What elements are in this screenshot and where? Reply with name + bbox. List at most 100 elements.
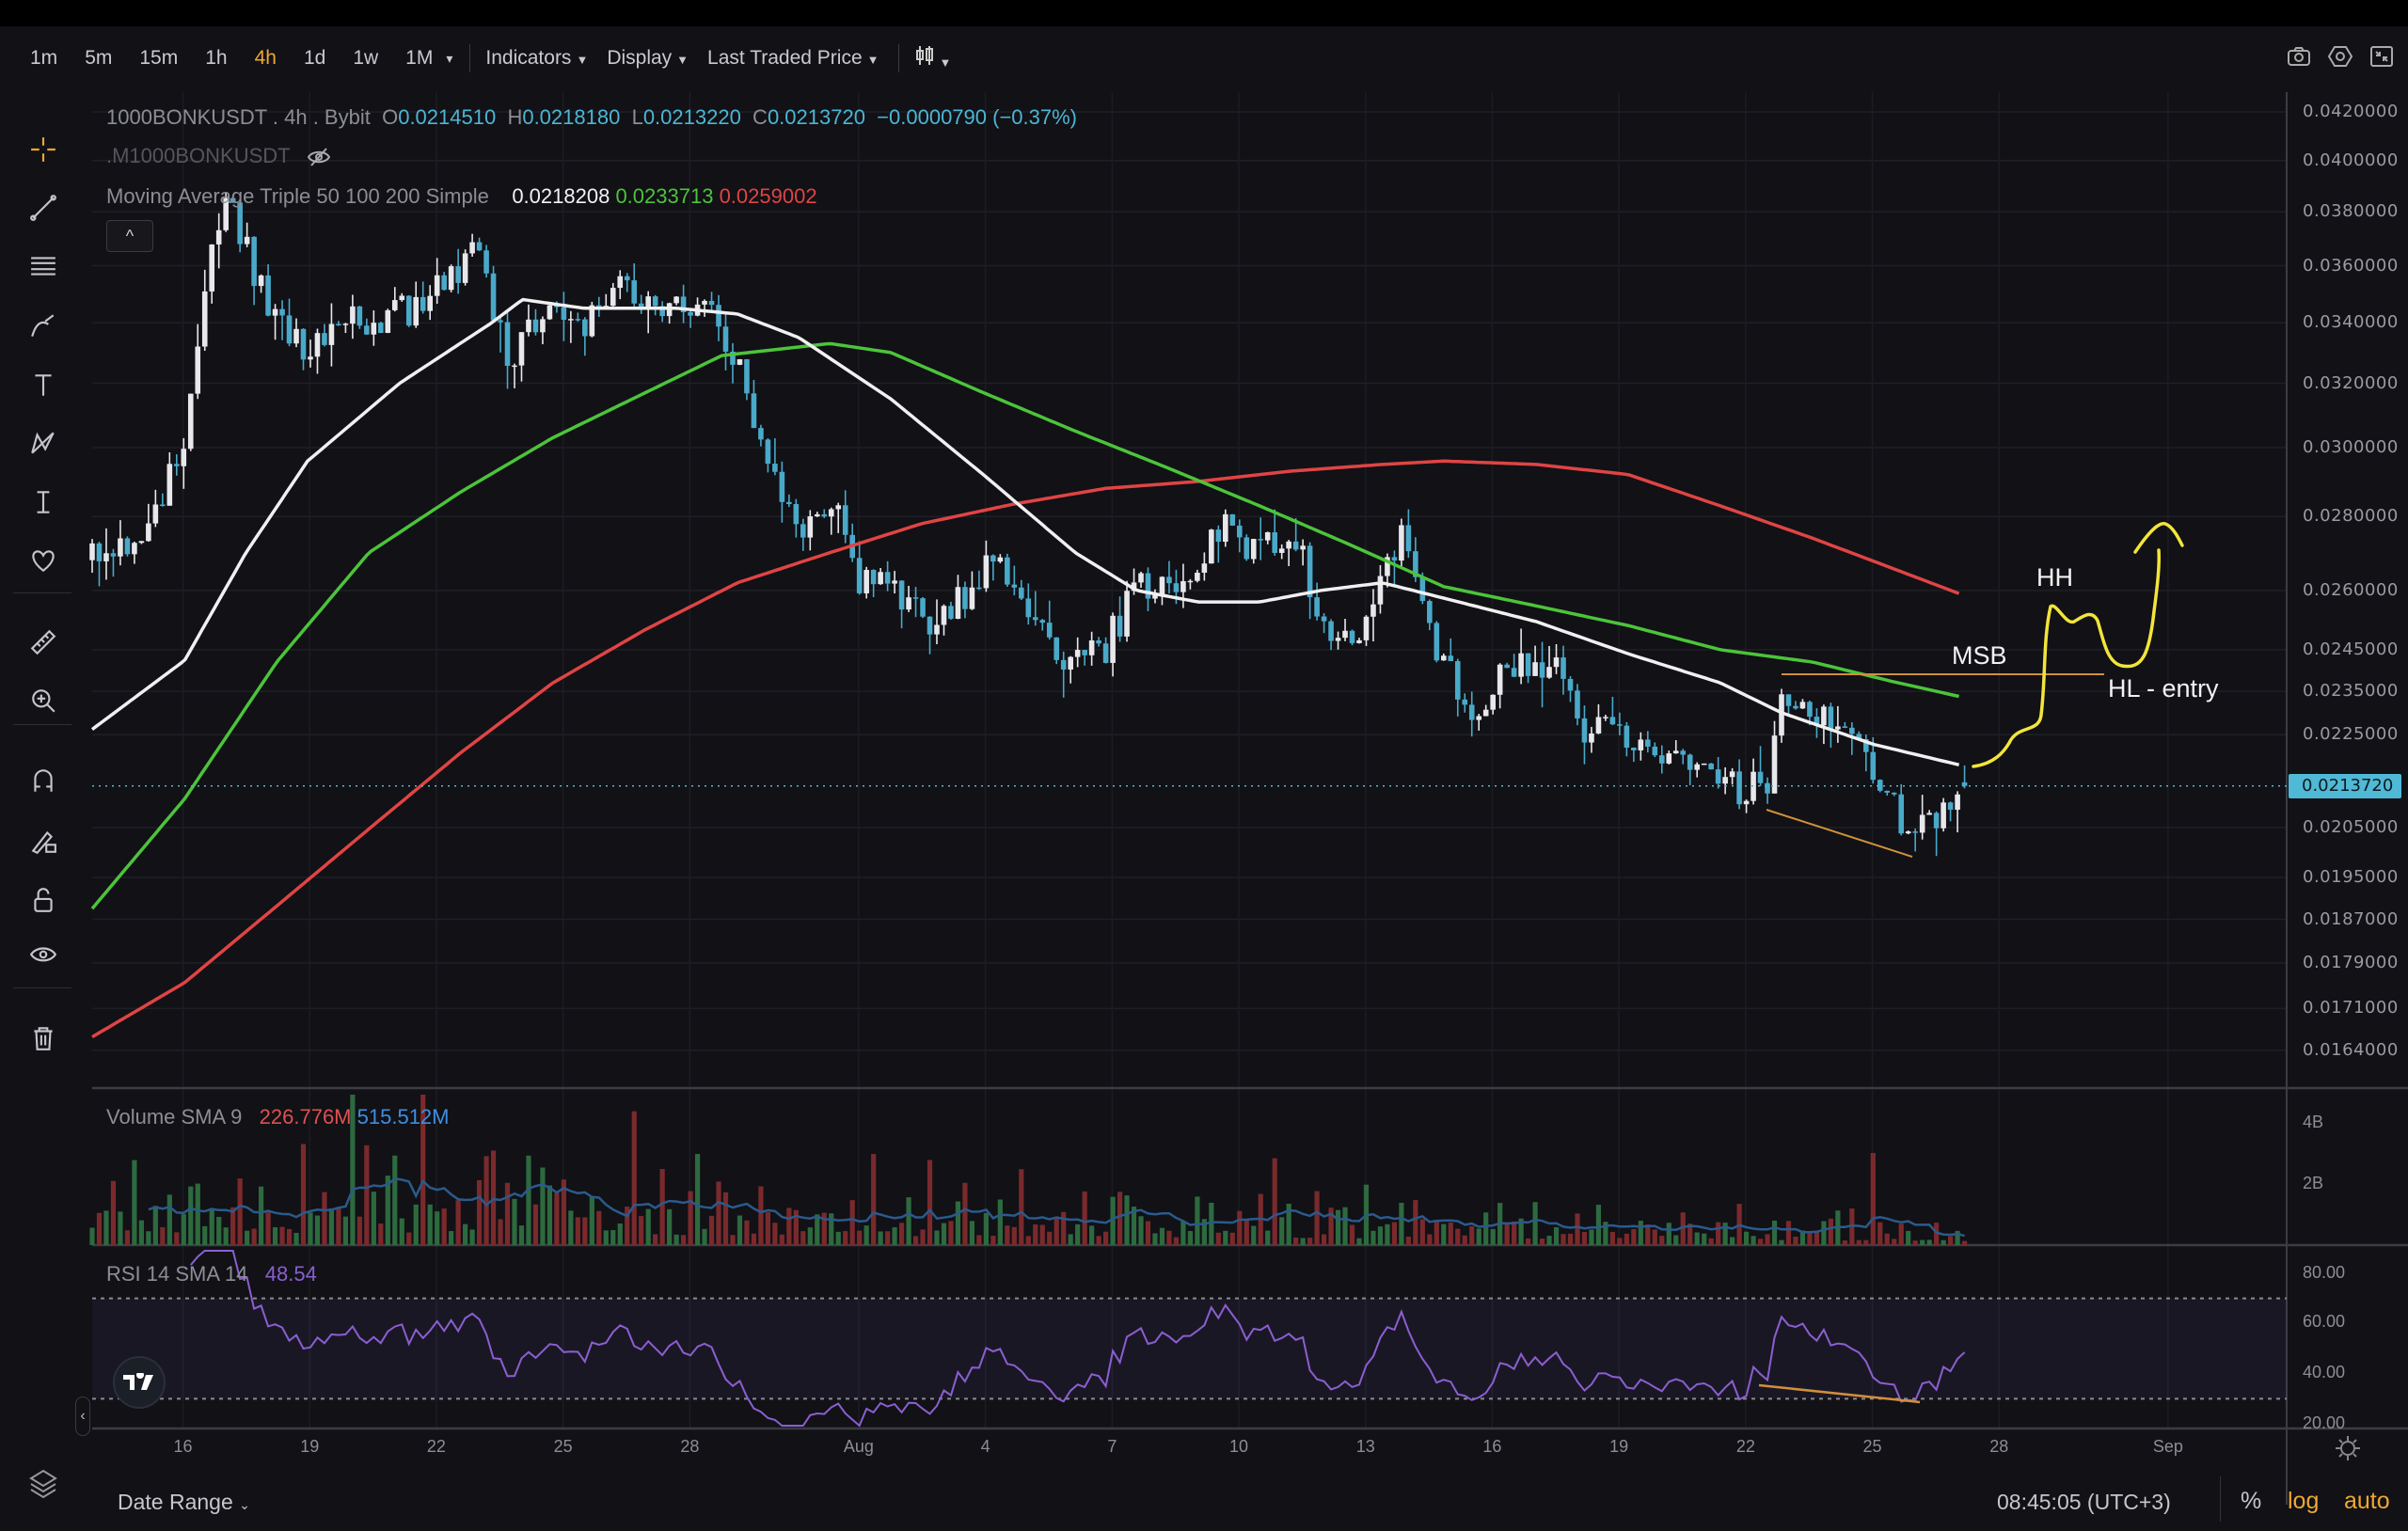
candle-body (617, 276, 624, 289)
timeframe-1d[interactable]: 1d (303, 47, 326, 69)
ma-name[interactable]: Moving Average Triple 50 100 200 Simple (106, 184, 489, 208)
trend-line-icon[interactable] (24, 189, 62, 227)
candle (399, 292, 405, 302)
timeframe-1M[interactable]: 1M (405, 47, 434, 69)
ruler-icon[interactable] (24, 623, 62, 661)
lock-drawing-icon[interactable] (24, 822, 62, 860)
candle (1961, 765, 1968, 789)
candle-body (1497, 664, 1503, 695)
candle-body (1413, 551, 1418, 577)
date-axis-label: Aug (843, 1437, 874, 1456)
candle (1180, 563, 1186, 608)
candle (1933, 811, 1940, 857)
annotation-hl-entry[interactable]: HL - entry (2108, 674, 2219, 702)
volume-bar (1603, 1222, 1608, 1245)
candle-body (1828, 706, 1834, 730)
clock-time[interactable]: 08:45:05 (UTC+3) (1997, 1490, 2171, 1514)
pattern-icon[interactable] (24, 424, 62, 462)
rsi-name[interactable]: RSI 14 SMA 14 (106, 1262, 248, 1286)
candle-body (878, 572, 883, 585)
trash-icon[interactable] (24, 1019, 62, 1057)
zoom-in-icon[interactable] (24, 682, 62, 719)
timeframe-1h[interactable]: 1h (205, 47, 228, 69)
date-range-dropdown[interactable]: Date Range ⌄ (118, 1490, 250, 1515)
lock-icon[interactable] (24, 881, 62, 919)
timeframe-5m[interactable]: 5m (85, 47, 113, 69)
timeframe-1m[interactable]: 1m (30, 47, 58, 69)
heart-icon[interactable] (24, 542, 62, 579)
timeframe-1w[interactable]: 1w (353, 47, 379, 69)
timeframe-4h[interactable]: 4h (254, 47, 277, 69)
log-toggle[interactable]: log (2288, 1488, 2320, 1514)
volume-bar (1526, 1238, 1531, 1245)
candle (828, 507, 834, 535)
percent-toggle[interactable]: % (2241, 1488, 2262, 1514)
candle-body (1532, 662, 1538, 676)
settings-icon[interactable] (2327, 43, 2353, 70)
eye-icon[interactable] (24, 937, 62, 974)
candle-body (1278, 548, 1285, 553)
tradingview-logo[interactable] (113, 1356, 166, 1409)
measure-icon[interactable] (24, 483, 62, 521)
text-icon[interactable] (24, 366, 62, 403)
candle (1102, 637, 1109, 664)
low-label: L (631, 105, 643, 129)
volume-bar (561, 1179, 566, 1245)
display-dropdown[interactable]: Display ▼ (607, 47, 689, 70)
brush-icon[interactable] (24, 308, 62, 345)
collapse-toolbar-arrow-icon[interactable]: ‹ (75, 1397, 90, 1436)
crosshair-icon[interactable] (24, 131, 62, 168)
candle-body (631, 280, 638, 304)
axis-settings-icon[interactable] (2333, 1433, 2363, 1468)
volume-bar (1110, 1196, 1116, 1245)
more-timeframes-dropdown[interactable]: ▾ (446, 50, 453, 66)
candle-body (1419, 576, 1426, 602)
volume-bar (617, 1223, 623, 1245)
indicators-dropdown[interactable]: Indicators ▼ (485, 47, 588, 70)
volume-bar (1075, 1223, 1081, 1245)
volume-name[interactable]: Volume SMA 9 (106, 1105, 243, 1129)
annotation-msb[interactable]: MSB (1952, 641, 2007, 670)
candle (1595, 703, 1602, 734)
candle (716, 294, 721, 341)
candle (118, 520, 123, 566)
candle-body (181, 449, 187, 466)
volume-bar (871, 1154, 877, 1245)
timeframe-15m[interactable]: 15m (139, 47, 179, 69)
auto-toggle[interactable]: auto (2344, 1488, 2390, 1514)
candle (1201, 552, 1208, 581)
exit-fullscreen-icon[interactable] (2368, 43, 2395, 70)
candle-body (138, 541, 145, 544)
candle-body (1335, 638, 1341, 641)
symbol-name[interactable]: 1000BONKUSDT . 4h . Bybit (106, 105, 371, 129)
price-source-dropdown[interactable]: Last Traded Price ▼ (707, 47, 879, 70)
volume-bar (202, 1225, 208, 1245)
candle (160, 493, 166, 507)
hidden-eye-icon[interactable] (307, 146, 331, 168)
candle (1891, 792, 1897, 797)
candle-body (490, 273, 497, 321)
rsi-divergence-line (1758, 1383, 1921, 1404)
chart-type-dropdown[interactable]: ▼ (914, 44, 951, 72)
annotation-hh[interactable]: HH (2036, 563, 2073, 592)
candle-body (308, 356, 313, 360)
candle-body (1328, 621, 1334, 641)
volume-bar (1244, 1220, 1249, 1245)
volume-bar (1068, 1234, 1073, 1245)
magnet-icon[interactable] (24, 762, 62, 799)
candle-body (1765, 782, 1770, 794)
collapse-legend-button[interactable]: ^ (106, 220, 153, 252)
volume-bar (1237, 1210, 1243, 1245)
candle-body (1926, 813, 1932, 815)
camera-icon[interactable] (2286, 43, 2312, 70)
candle (976, 570, 982, 591)
horizontal-lines-icon[interactable] (24, 247, 62, 285)
candle (427, 285, 433, 321)
candle-body (1546, 667, 1552, 678)
volume-bar (1391, 1222, 1398, 1245)
candle (251, 236, 257, 306)
layers-icon[interactable] (26, 1467, 60, 1506)
volume-bar (449, 1231, 454, 1245)
candle-body (1427, 601, 1433, 623)
